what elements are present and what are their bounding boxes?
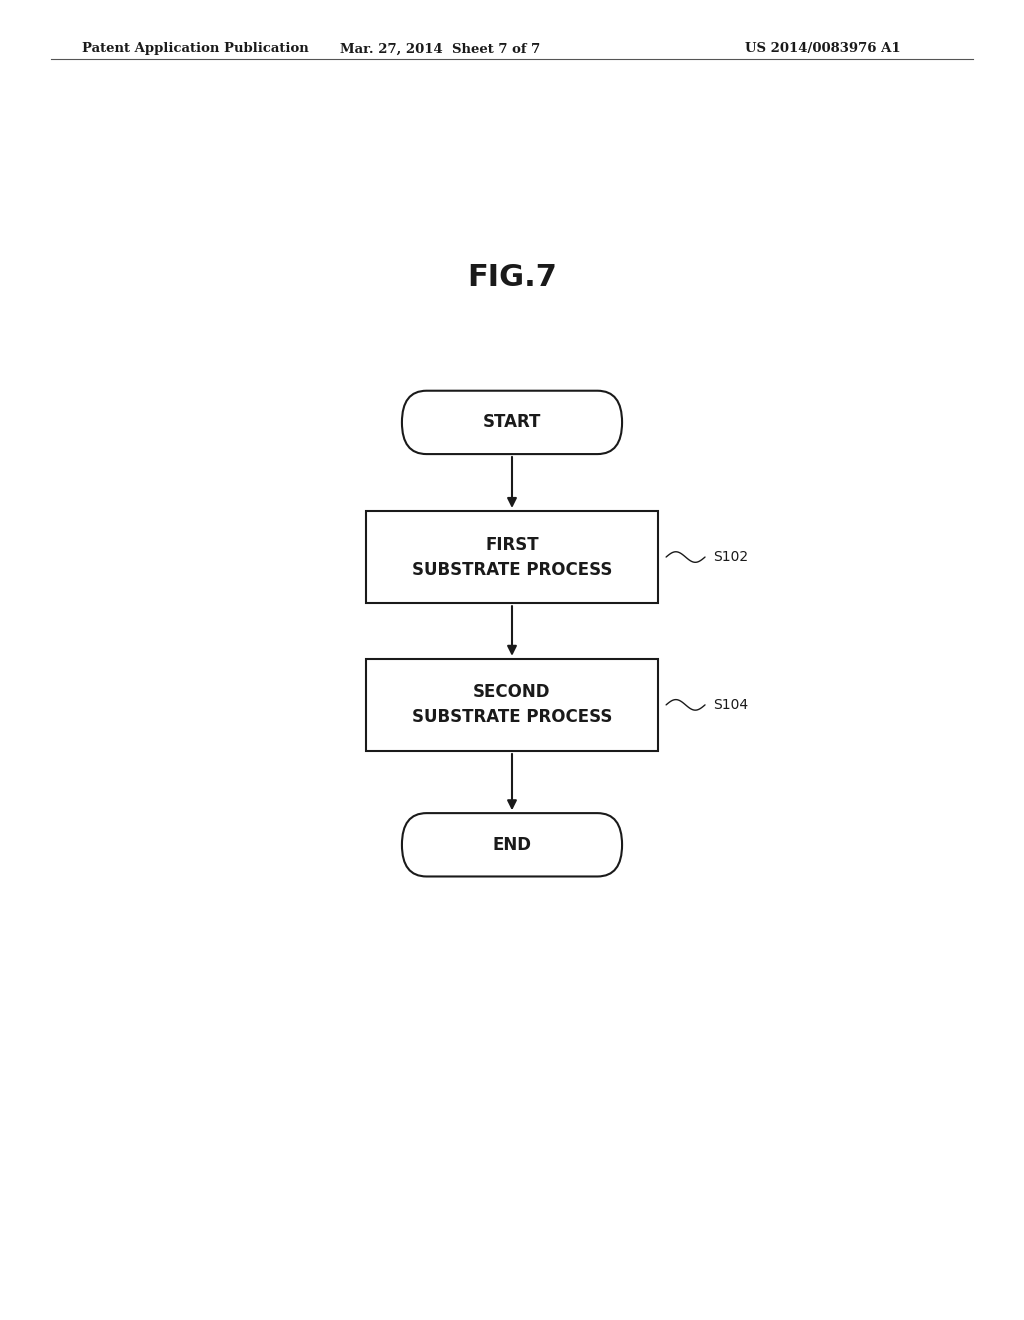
- FancyBboxPatch shape: [367, 511, 658, 603]
- Text: S104: S104: [713, 698, 749, 711]
- Text: START: START: [482, 413, 542, 432]
- FancyBboxPatch shape: [367, 659, 658, 751]
- Text: S102: S102: [713, 550, 749, 564]
- Text: Mar. 27, 2014  Sheet 7 of 7: Mar. 27, 2014 Sheet 7 of 7: [340, 42, 541, 55]
- FancyBboxPatch shape: [401, 813, 623, 876]
- Text: FIG.7: FIG.7: [467, 263, 557, 292]
- Text: Patent Application Publication: Patent Application Publication: [82, 42, 308, 55]
- Text: END: END: [493, 836, 531, 854]
- Text: SECOND
SUBSTRATE PROCESS: SECOND SUBSTRATE PROCESS: [412, 684, 612, 726]
- Text: US 2014/0083976 A1: US 2014/0083976 A1: [745, 42, 901, 55]
- Text: FIRST
SUBSTRATE PROCESS: FIRST SUBSTRATE PROCESS: [412, 536, 612, 578]
- FancyBboxPatch shape: [401, 391, 623, 454]
